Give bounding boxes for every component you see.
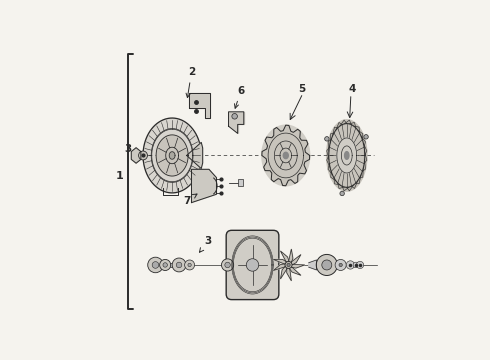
Circle shape [356, 261, 364, 269]
Polygon shape [331, 171, 336, 181]
Text: 5: 5 [298, 84, 305, 94]
Circle shape [322, 260, 332, 270]
Polygon shape [169, 152, 175, 159]
Circle shape [176, 262, 182, 268]
Polygon shape [280, 266, 288, 279]
Circle shape [152, 262, 159, 268]
FancyBboxPatch shape [238, 179, 243, 186]
Text: 4: 4 [348, 84, 356, 94]
Polygon shape [131, 148, 141, 163]
Circle shape [139, 151, 147, 160]
Polygon shape [291, 264, 305, 268]
Circle shape [340, 191, 344, 196]
Polygon shape [327, 147, 329, 159]
Polygon shape [326, 120, 367, 191]
Polygon shape [327, 156, 330, 168]
Circle shape [316, 255, 337, 275]
Polygon shape [360, 168, 364, 178]
Text: 3: 3 [124, 144, 137, 155]
Polygon shape [364, 143, 367, 156]
Polygon shape [340, 120, 347, 126]
Polygon shape [347, 185, 354, 191]
Circle shape [232, 113, 237, 119]
Text: 3: 3 [199, 237, 212, 252]
Circle shape [163, 263, 168, 267]
Text: 6: 6 [235, 86, 245, 108]
Text: 1: 1 [116, 171, 123, 181]
Polygon shape [361, 136, 366, 147]
Polygon shape [273, 264, 286, 270]
Polygon shape [328, 140, 331, 151]
Polygon shape [280, 251, 289, 263]
Polygon shape [262, 125, 310, 186]
Polygon shape [287, 267, 292, 281]
Circle shape [325, 137, 329, 141]
Polygon shape [283, 152, 288, 159]
Polygon shape [344, 152, 349, 159]
Polygon shape [364, 151, 367, 164]
Circle shape [285, 261, 292, 269]
Text: 2: 2 [186, 67, 195, 98]
Polygon shape [228, 112, 244, 134]
Circle shape [364, 135, 368, 139]
Polygon shape [262, 125, 310, 186]
Polygon shape [143, 118, 201, 193]
Polygon shape [190, 93, 210, 118]
Circle shape [160, 260, 171, 270]
Polygon shape [358, 130, 363, 140]
Circle shape [335, 260, 346, 270]
Polygon shape [289, 249, 293, 263]
Circle shape [339, 263, 343, 267]
Polygon shape [351, 181, 358, 188]
Circle shape [147, 257, 163, 273]
Polygon shape [187, 142, 203, 168]
Polygon shape [334, 178, 340, 185]
FancyBboxPatch shape [170, 263, 172, 267]
Polygon shape [309, 260, 317, 270]
Circle shape [221, 259, 234, 271]
Polygon shape [273, 260, 287, 265]
Polygon shape [289, 266, 301, 275]
Circle shape [346, 261, 355, 269]
Polygon shape [342, 146, 352, 165]
Polygon shape [337, 138, 357, 173]
Polygon shape [344, 120, 351, 125]
Polygon shape [356, 175, 361, 184]
Circle shape [246, 259, 259, 271]
FancyBboxPatch shape [226, 230, 279, 300]
Polygon shape [349, 122, 356, 128]
Polygon shape [328, 164, 332, 175]
Polygon shape [192, 169, 217, 203]
Polygon shape [291, 255, 301, 265]
Circle shape [172, 258, 186, 272]
Polygon shape [336, 122, 342, 130]
Polygon shape [354, 126, 360, 133]
Circle shape [353, 262, 359, 268]
Polygon shape [332, 127, 338, 136]
Text: 7: 7 [183, 194, 197, 206]
Circle shape [225, 262, 230, 268]
Polygon shape [330, 133, 334, 143]
Circle shape [188, 263, 191, 267]
Polygon shape [342, 186, 349, 191]
Polygon shape [156, 135, 188, 176]
Circle shape [185, 260, 195, 270]
Polygon shape [363, 159, 366, 171]
Polygon shape [338, 183, 344, 188]
Circle shape [287, 264, 290, 266]
